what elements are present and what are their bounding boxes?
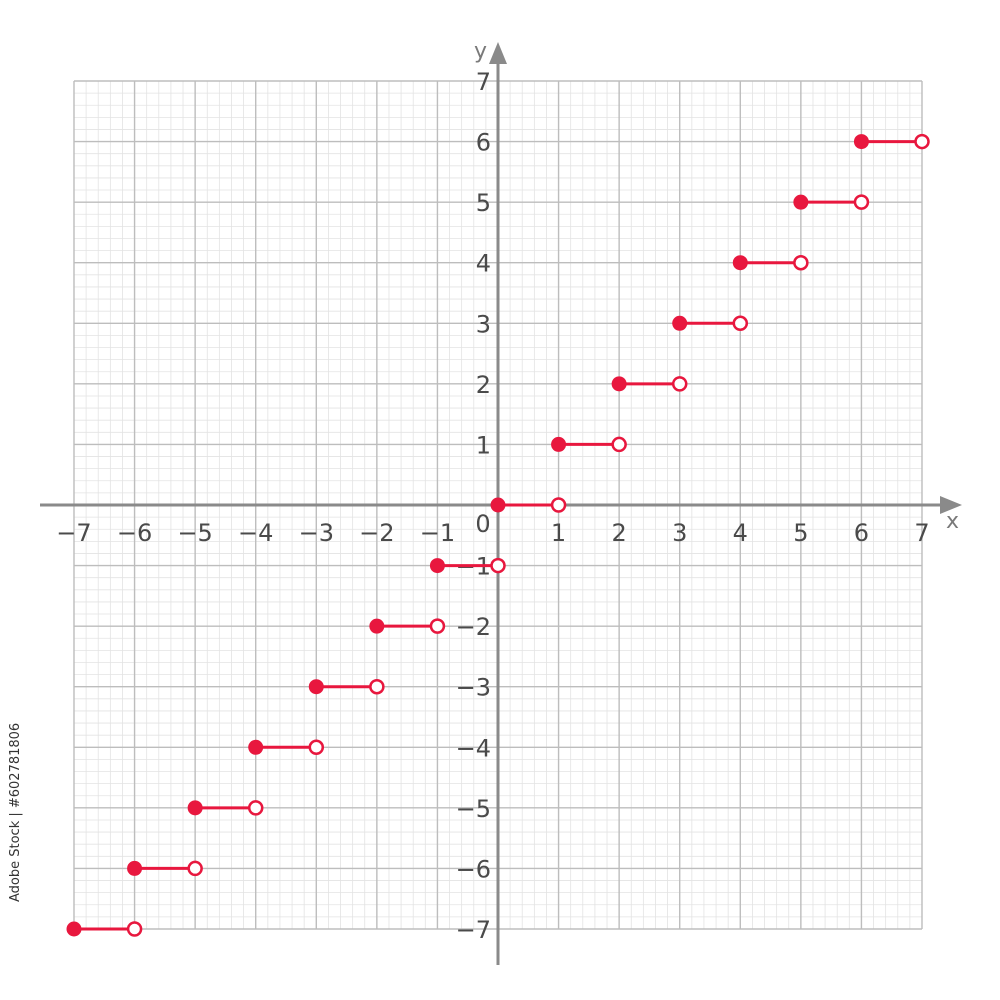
y-tick-label: −2 <box>456 613 491 641</box>
x-tick-label: 3 <box>672 519 687 547</box>
open-endpoint <box>550 497 567 513</box>
x-tick-label: −5 <box>177 519 212 547</box>
y-tick-label: −5 <box>456 795 491 823</box>
closed-endpoint <box>732 255 748 271</box>
open-endpoint <box>671 376 688 392</box>
closed-endpoint <box>127 860 143 876</box>
x-tick-label: −6 <box>117 519 152 547</box>
open-endpoint <box>429 618 446 634</box>
y-tick-label: 6 <box>476 129 491 157</box>
x-axis-arrow <box>940 496 962 514</box>
y-tick-label: 7 <box>476 68 491 96</box>
open-endpoint <box>490 557 506 574</box>
y-tick-label: −3 <box>456 674 491 702</box>
x-tick-label: −3 <box>299 519 334 547</box>
x-tick-labels: −7 −6 −5 −4 −3 −2 −1 1 2 3 4 5 6 7 <box>56 519 929 547</box>
open-endpoint <box>187 860 203 877</box>
x-tick-label: −1 <box>420 519 455 547</box>
step-segments <box>66 133 930 937</box>
y-tick-label: 4 <box>476 250 491 278</box>
closed-endpoint <box>66 921 82 937</box>
y-tick-label: −6 <box>456 855 491 883</box>
closed-endpoint <box>248 739 264 755</box>
closed-endpoint <box>369 618 385 634</box>
y-tick-label: 3 <box>476 310 491 338</box>
closed-endpoint <box>611 376 627 392</box>
x-axis-label: x <box>946 509 959 534</box>
x-tick-label: −7 <box>56 519 91 547</box>
open-endpoint <box>126 921 143 937</box>
closed-endpoint <box>853 134 869 150</box>
open-endpoint <box>732 315 749 332</box>
x-tick-label: −2 <box>359 519 394 547</box>
x-tick-label: 5 <box>793 519 808 547</box>
x-tick-label: −4 <box>238 519 273 547</box>
y-tick-label: 5 <box>476 189 491 217</box>
y-tick-label: −7 <box>456 916 491 944</box>
open-endpoint <box>853 194 870 210</box>
y-axis-label: y <box>474 39 487 64</box>
x-tick-label: 6 <box>854 519 869 547</box>
y-tick-label: 2 <box>476 371 491 399</box>
closed-endpoint <box>672 315 688 331</box>
closed-endpoint <box>308 679 324 695</box>
x-tick-label: 2 <box>612 519 627 547</box>
open-endpoint <box>611 436 627 453</box>
origin-label: 0 <box>475 510 490 538</box>
closed-endpoint <box>551 436 567 452</box>
x-tick-label: 7 <box>914 519 929 547</box>
x-tick-label: 4 <box>733 519 748 547</box>
stock-credit: Adobe Stock | #602781806 <box>8 722 23 902</box>
x-tick-label: 1 <box>551 519 566 547</box>
y-axis-arrow <box>489 42 507 64</box>
open-endpoint <box>247 800 264 816</box>
y-tick-label: 1 <box>476 431 491 459</box>
closed-endpoint <box>490 497 506 513</box>
closed-endpoint <box>429 558 445 574</box>
closed-endpoint <box>187 800 203 816</box>
closed-endpoint <box>793 194 809 210</box>
open-endpoint <box>308 739 325 756</box>
y-tick-label: −4 <box>456 734 491 762</box>
open-endpoint <box>793 254 809 271</box>
open-endpoint <box>914 133 930 150</box>
open-endpoint <box>369 678 385 695</box>
